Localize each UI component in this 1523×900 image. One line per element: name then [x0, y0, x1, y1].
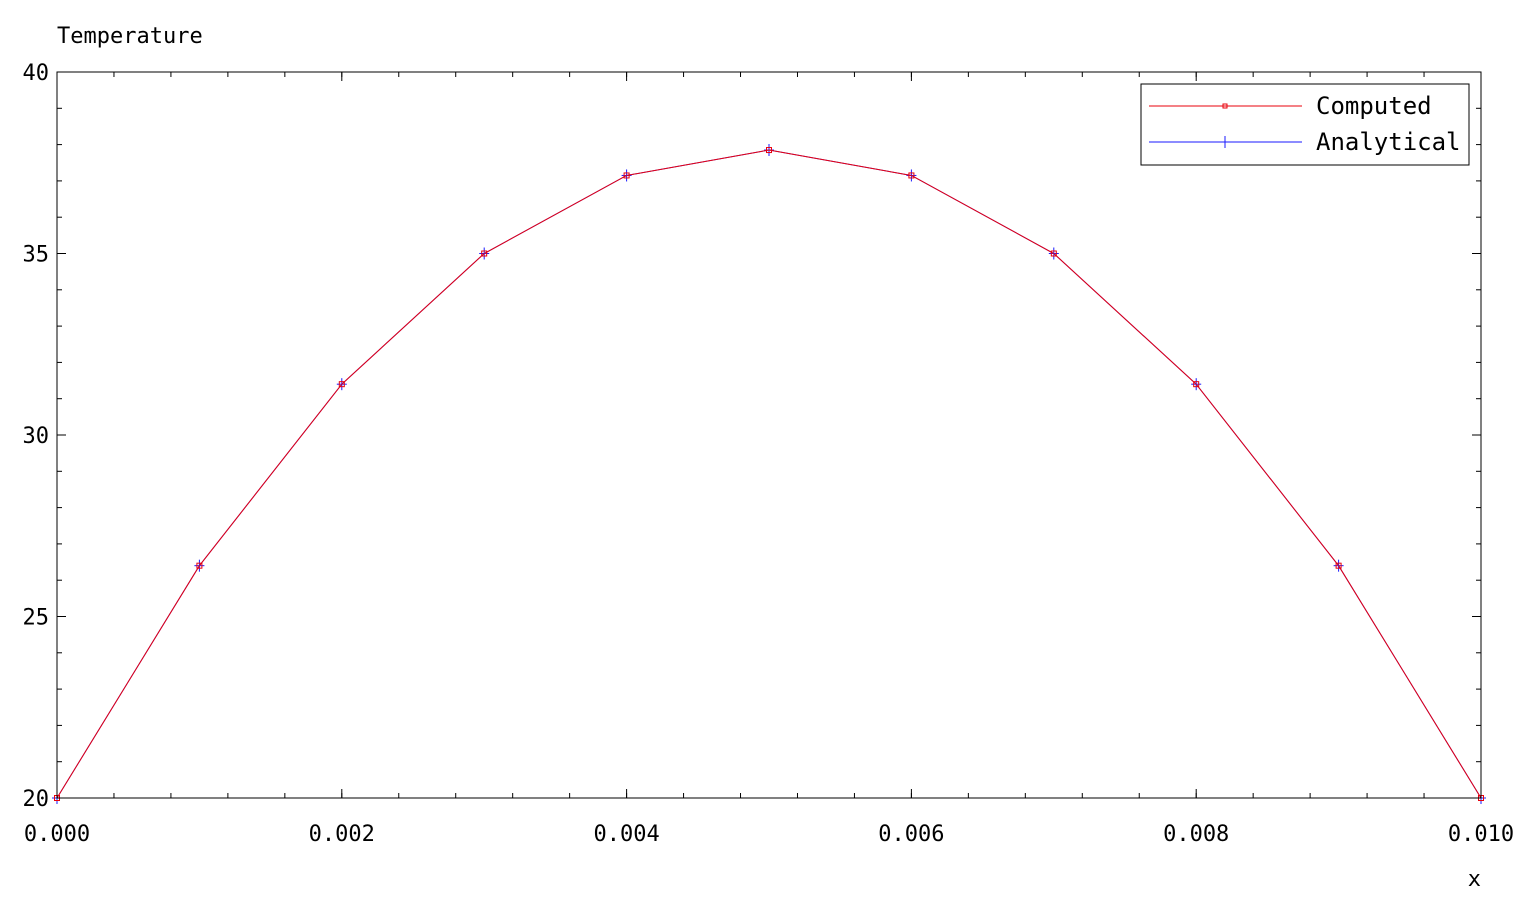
legend-label-analytical: Analytical [1316, 128, 1461, 156]
series-line-computed [56, 149, 1482, 799]
x-tick-label: 0.008 [1163, 822, 1229, 847]
x-axis-title: x [1468, 867, 1481, 892]
y-tick-label: 25 [23, 606, 50, 631]
data-point-computed [196, 562, 203, 569]
ticks-layer [56, 71, 1482, 799]
data-point-computed [766, 147, 772, 154]
data-point-computed [338, 381, 345, 388]
data-point-computed [1050, 250, 1057, 257]
data-point-computed [1335, 562, 1342, 569]
series-line-analytical [56, 149, 1482, 799]
y-tick-label: 35 [23, 243, 50, 268]
legend-label-computed: Computed [1316, 92, 1432, 120]
x-tick-label: 0.010 [1448, 822, 1514, 847]
data-point-computed [623, 172, 630, 179]
legend: Computed Analytical [1140, 83, 1470, 166]
series-layer [52, 144, 1486, 804]
x-tick-label: 0.002 [309, 822, 375, 847]
legend-box [1140, 83, 1470, 166]
legend-marker-computed [1222, 103, 1228, 109]
x-tick-label: 0.006 [878, 822, 944, 847]
x-tick-label: 0.004 [593, 822, 659, 847]
y-tick-label: 40 [23, 61, 50, 86]
y-tick-labels: 20 25 30 35 40 [23, 61, 50, 812]
x-tick-labels: 0.000 0.002 0.004 0.006 0.008 0.010 [24, 822, 1514, 847]
y-tick-label: 30 [23, 424, 50, 449]
x-tick-label: 0.000 [24, 822, 90, 847]
data-point-computed [908, 172, 915, 179]
data-point-computed [481, 250, 488, 257]
y-axis-title: Temperature [57, 24, 203, 49]
y-tick-label: 20 [23, 787, 50, 812]
plot-frame [56, 71, 1482, 799]
data-point-computed [1193, 381, 1200, 388]
